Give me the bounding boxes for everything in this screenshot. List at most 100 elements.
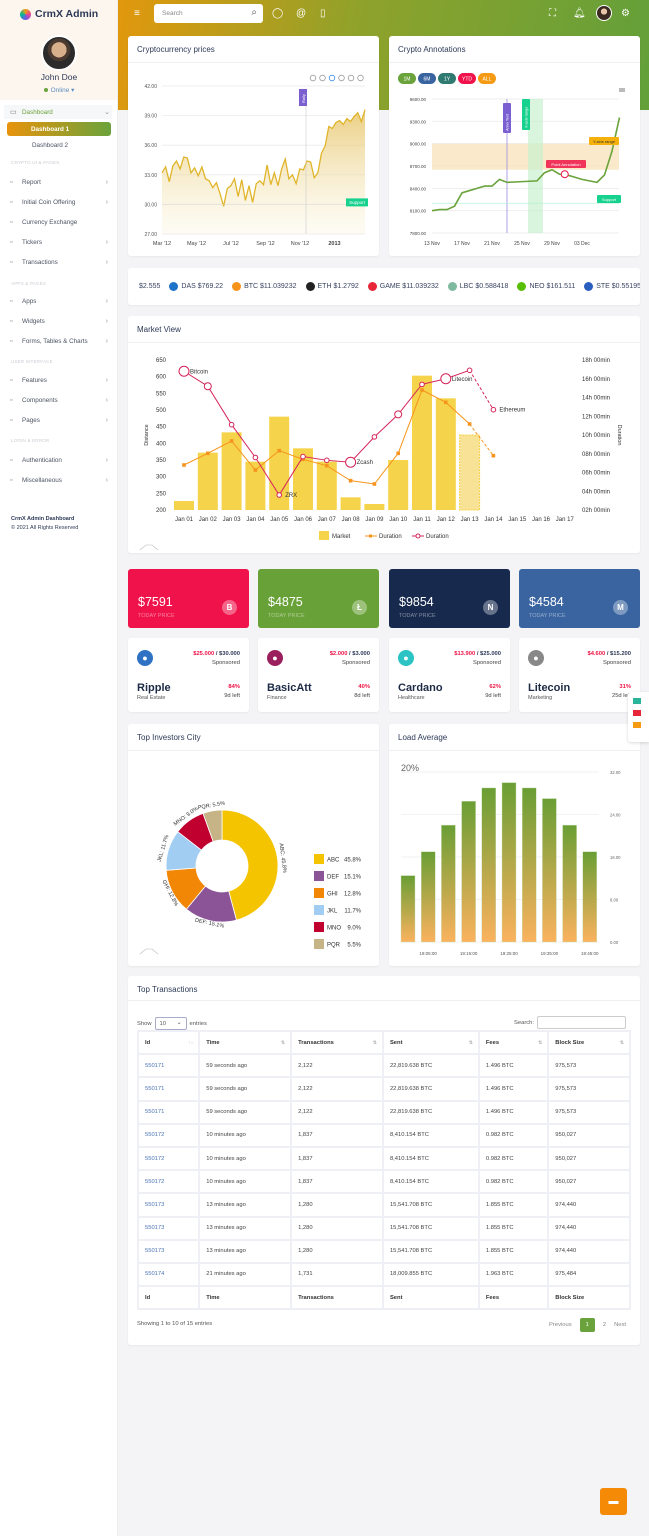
gear-icon[interactable]: ⚙	[621, 8, 630, 19]
column-header[interactable]: Block Size ⇅	[549, 1032, 629, 1054]
pagination-page-1[interactable]: 1	[579, 1318, 595, 1332]
ticker-item[interactable]: BTC $11.039232	[232, 282, 297, 291]
table-cell[interactable]: 550171	[139, 1101, 199, 1123]
sidebar-item[interactable]: ▫ Forms, Tables & Charts ›	[10, 334, 110, 348]
entries-select-value: 10	[159, 1021, 166, 1027]
at-icon[interactable]: @	[296, 8, 307, 19]
table-cell[interactable]: 550172	[139, 1124, 199, 1146]
pagination-next[interactable]: Next	[614, 1322, 626, 1328]
sidebar-item-dashboard-2[interactable]: Dashboard 2	[10, 138, 110, 152]
sidebar-item[interactable]: ▫ Authentication ›	[10, 453, 110, 467]
chart-logo-icon	[139, 948, 159, 955]
column-header[interactable]: Time ⇅	[200, 1032, 291, 1054]
table-cell: 22,819.638 BTC	[383, 1055, 478, 1077]
table-cell[interactable]: 550173	[139, 1217, 199, 1239]
sidebar-item[interactable]: ▫ Features ›	[10, 373, 110, 387]
wallet-icon[interactable]	[633, 722, 641, 728]
table-search-input[interactable]	[537, 1016, 626, 1029]
range-button-1m[interactable]: 1M	[398, 73, 416, 84]
range-button-1y[interactable]: 1Y	[438, 73, 456, 84]
floating-cart-button[interactable]: ▬	[600, 1488, 627, 1515]
legend-label: GHI	[327, 892, 338, 898]
sidebar-item[interactable]: ▫ Transactions ›	[10, 255, 110, 269]
column-header[interactable]: Id ↑↓	[139, 1032, 199, 1054]
sort-icon[interactable]: ⇅	[468, 1039, 473, 1046]
search-input[interactable]: Search ⌕	[154, 4, 263, 23]
header-avatar[interactable]	[596, 5, 612, 21]
ticker-item[interactable]: DAS $769.22	[169, 282, 223, 291]
range-button-all[interactable]: ALL	[478, 73, 496, 84]
ticker-item[interactable]: ETH $1.2792	[305, 282, 359, 291]
y2-tick-label: 04h 00min	[582, 489, 610, 495]
ticker-item[interactable]: $2.555	[139, 283, 160, 290]
market-bar	[316, 461, 337, 510]
column-header[interactable]: Fees ⇅	[479, 1032, 548, 1054]
rally-annotation-label: Rally	[301, 94, 306, 103]
sponsored-label: Sponsored	[602, 660, 631, 666]
sidebar-profile: CrmX Admin John Doe Online ▾	[0, 0, 117, 100]
sort-icon[interactable]: ⇅	[619, 1039, 624, 1046]
sidebar-item-dashboard-1[interactable]: Dashboard 1	[7, 122, 111, 136]
sidebar-item[interactable]: ▫ Apps ›	[10, 294, 110, 308]
sidebar-item[interactable]: ▫ Initial Coin Offering ›	[10, 195, 110, 209]
table-cell[interactable]: 550171	[139, 1055, 199, 1077]
clipboard-icon[interactable]: ▯	[320, 8, 326, 19]
avatar[interactable]	[41, 35, 77, 71]
card-title: Top Transactions	[137, 985, 198, 994]
pagination-previous[interactable]: Previous	[549, 1322, 572, 1328]
ticker-item[interactable]: LBC $0.588418	[447, 282, 508, 291]
sidebar-item[interactable]: ▫ Components ›	[10, 393, 110, 407]
sidebar-item-dashboard[interactable]: ▭ Dashboard ⌄	[4, 105, 112, 119]
footer-copyright: © 2021 All Rights Reserved	[11, 525, 79, 531]
chat-icon[interactable]: ◯	[272, 8, 284, 19]
price-value: $9854	[399, 595, 434, 609]
market-view-card: Market View 650 600 550 500 450 400 350 300 250 2…	[128, 316, 640, 553]
sponsored-label: Sponsored	[472, 660, 501, 666]
floating-side-panel	[628, 692, 649, 742]
ticker-item[interactable]: STE $0.551955	[584, 282, 640, 291]
crypto-annotations-chart: 1M 6M 1Y YTD ALL 9600.00 9300.00 9000.00 8700.00…	[398, 73, 625, 247]
coin-label: Zcash	[357, 460, 373, 466]
entries-select[interactable]: 10 ⌄	[154, 1017, 187, 1030]
pie-slice-label: ABC: 45.8%	[278, 843, 288, 874]
sort-icon[interactable]: ↑↓	[188, 1039, 194, 1046]
column-header[interactable]: Sent ⇅	[383, 1032, 478, 1054]
range-button-ytd[interactable]: YTD	[458, 73, 476, 84]
money-icon[interactable]	[633, 698, 641, 704]
x-tick-label: 19:35:00	[541, 951, 559, 956]
table-cell[interactable]: 550173	[139, 1240, 199, 1262]
sort-icon[interactable]: ⇅	[280, 1039, 286, 1046]
table-cell[interactable]: 550172	[139, 1171, 199, 1193]
sidebar-item[interactable]: ▫ Tickers ›	[10, 235, 110, 249]
sidebar-item[interactable]: ▫ Pages ›	[10, 413, 110, 427]
sort-icon[interactable]: ⇅	[538, 1039, 543, 1046]
chart-icon[interactable]	[633, 710, 641, 716]
pagination-page-2[interactable]: 2	[602, 1322, 607, 1328]
sidebar-item[interactable]: ▫ Widgets ›	[10, 314, 110, 328]
table-cell[interactable]: 550174	[139, 1263, 199, 1286]
logo[interactable]: CrmX Admin	[20, 8, 98, 20]
crypto-prices-chart: 42.00 39.00 36.00 33.00 30.00 27.00 Mar '12 May…	[144, 74, 368, 247]
sidebar-item[interactable]: ▫ Miscellaneous ›	[10, 473, 110, 487]
ticker-item[interactable]: NEO $161.511	[517, 282, 575, 291]
column-header[interactable]: Transactions ⇅	[292, 1032, 382, 1054]
load-bar	[542, 798, 557, 943]
bell-icon[interactable]: 🔔︎	[573, 8, 586, 19]
menu-toggle-icon[interactable]: ≡	[134, 8, 140, 19]
table-cell[interactable]: 550171	[139, 1078, 199, 1100]
table-cell[interactable]: 550173	[139, 1194, 199, 1216]
sidebar-section-heading: LOGIN & ERROR	[11, 438, 50, 443]
user-status-dropdown[interactable]: Online ▾	[0, 86, 118, 94]
range-button-6m[interactable]: 6M	[418, 73, 436, 84]
sidebar-item[interactable]: ▫ Currency Exchange	[10, 215, 110, 229]
search-icon[interactable]: ⌕	[251, 7, 257, 18]
coin-category: Healthcare	[398, 695, 425, 701]
sort-icon[interactable]: ⇅	[372, 1039, 377, 1046]
sidebar-item[interactable]: ▫ Report ›	[10, 175, 110, 189]
table-cell: 0.982 BTC	[479, 1171, 548, 1193]
fullscreen-icon[interactable]: ⛶	[549, 8, 556, 19]
table-cell[interactable]: 550172	[139, 1147, 199, 1170]
table-cell: 1,837	[292, 1147, 382, 1170]
table-cell: 2,122	[292, 1055, 382, 1077]
ticker-item[interactable]: GAME $11.039232	[367, 282, 439, 291]
